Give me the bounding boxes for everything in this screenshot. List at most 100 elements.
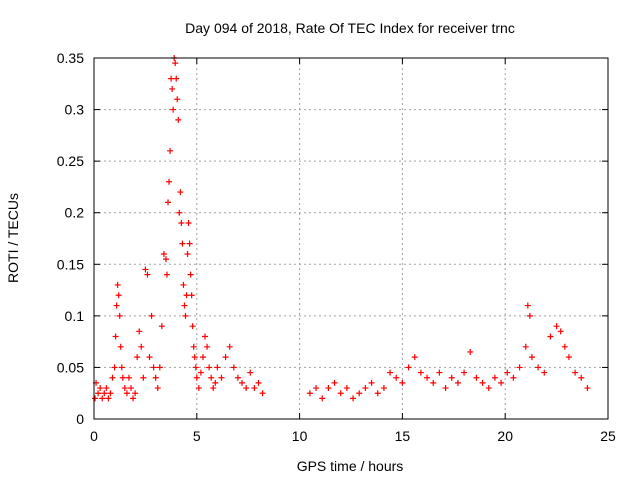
data-point (510, 374, 517, 381)
data-point (578, 374, 585, 381)
data-point (158, 323, 165, 330)
data-point (208, 374, 215, 381)
data-point (114, 281, 121, 288)
data-point (191, 354, 198, 361)
data-point (251, 385, 258, 392)
data-point (374, 390, 381, 397)
data-point (162, 256, 169, 263)
data-point (165, 199, 172, 206)
data-point (325, 385, 332, 392)
data-point (117, 343, 124, 350)
data-point (186, 240, 193, 247)
data-point (206, 364, 213, 371)
data-point (485, 385, 492, 392)
data-point (572, 369, 579, 376)
data-point (176, 209, 183, 216)
data-point (187, 271, 194, 278)
data-point (168, 75, 175, 82)
data-point (214, 364, 221, 371)
data-point (199, 354, 206, 361)
data-point (148, 312, 155, 319)
data-point (218, 374, 225, 381)
data-point (461, 369, 468, 376)
data-point (190, 343, 197, 350)
data-point (113, 302, 120, 309)
y-tick-label: 0.05 (57, 359, 84, 375)
data-point (380, 385, 387, 392)
data-point (160, 250, 167, 257)
y-tick-label: 0.35 (57, 50, 84, 66)
data-point (243, 385, 250, 392)
data-point (182, 312, 189, 319)
data-point (170, 106, 177, 113)
data-point (179, 240, 186, 247)
data-point (116, 312, 123, 319)
data-point (119, 374, 126, 381)
data-point (177, 189, 184, 196)
data-point (154, 385, 161, 392)
data-point (181, 302, 188, 309)
data-point (95, 390, 102, 397)
data-point (557, 328, 564, 335)
data-point (123, 390, 130, 397)
x-tick-label: 0 (90, 428, 98, 444)
x-tick-label: 25 (600, 428, 616, 444)
y-axis-label: ROTI / TECUs (5, 193, 21, 283)
data-point (202, 333, 209, 340)
data-point (350, 395, 357, 402)
data-point (134, 354, 141, 361)
data-point (105, 395, 112, 402)
data-point (319, 395, 326, 402)
data-point (226, 343, 233, 350)
data-point (99, 395, 106, 402)
data-point (436, 369, 443, 376)
data-point (166, 178, 173, 185)
data-point (174, 96, 181, 103)
data-point (150, 364, 157, 371)
data-point (239, 379, 246, 386)
data-point (430, 379, 437, 386)
data-point (144, 271, 151, 278)
data-point (387, 369, 394, 376)
data-point (368, 379, 375, 386)
data-point (152, 374, 159, 381)
data-point (189, 323, 196, 330)
data-point (331, 379, 338, 386)
data-point (92, 395, 99, 402)
data-point (175, 116, 182, 123)
data-point (167, 147, 174, 154)
x-tick-label: 10 (292, 428, 308, 444)
y-tick-label: 0 (76, 411, 84, 427)
data-point (393, 374, 400, 381)
data-point (128, 385, 135, 392)
y-tick-label: 0.1 (65, 308, 85, 324)
x-axis-label: GPS time / hours (297, 458, 404, 474)
data-point (547, 333, 554, 340)
data-point (125, 374, 132, 381)
data-point (454, 379, 461, 386)
y-tick-label: 0.25 (57, 153, 84, 169)
data-point (140, 374, 147, 381)
data-point (103, 385, 110, 392)
data-point (188, 292, 195, 299)
data-points (92, 55, 591, 402)
data-point (118, 364, 125, 371)
data-point (584, 385, 591, 392)
data-point (184, 250, 191, 257)
data-point (405, 364, 412, 371)
data-point (424, 374, 431, 381)
data-point (255, 379, 262, 386)
data-point (169, 85, 176, 92)
data-point (180, 281, 187, 288)
data-point (210, 385, 217, 392)
x-tick-label: 20 (497, 428, 513, 444)
x-tick-label: 5 (193, 428, 201, 444)
data-point (115, 292, 122, 299)
data-point (195, 385, 202, 392)
data-point (132, 390, 139, 397)
y-tick-label: 0.2 (65, 205, 85, 221)
data-point (362, 385, 369, 392)
data-point (442, 385, 449, 392)
data-point (230, 364, 237, 371)
